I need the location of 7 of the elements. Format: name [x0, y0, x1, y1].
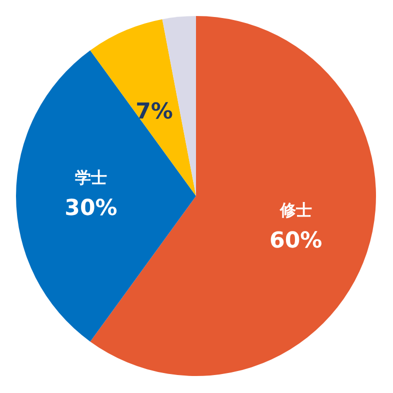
pie-slice	[90, 19, 196, 196]
data-label: 7%	[136, 100, 173, 125]
slice-label: 修士	[278, 200, 312, 220]
data-label: 30%	[64, 196, 118, 221]
pie-slice	[16, 50, 196, 342]
slice-label: 学士	[75, 168, 107, 187]
data-label: 60%	[270, 228, 322, 254]
